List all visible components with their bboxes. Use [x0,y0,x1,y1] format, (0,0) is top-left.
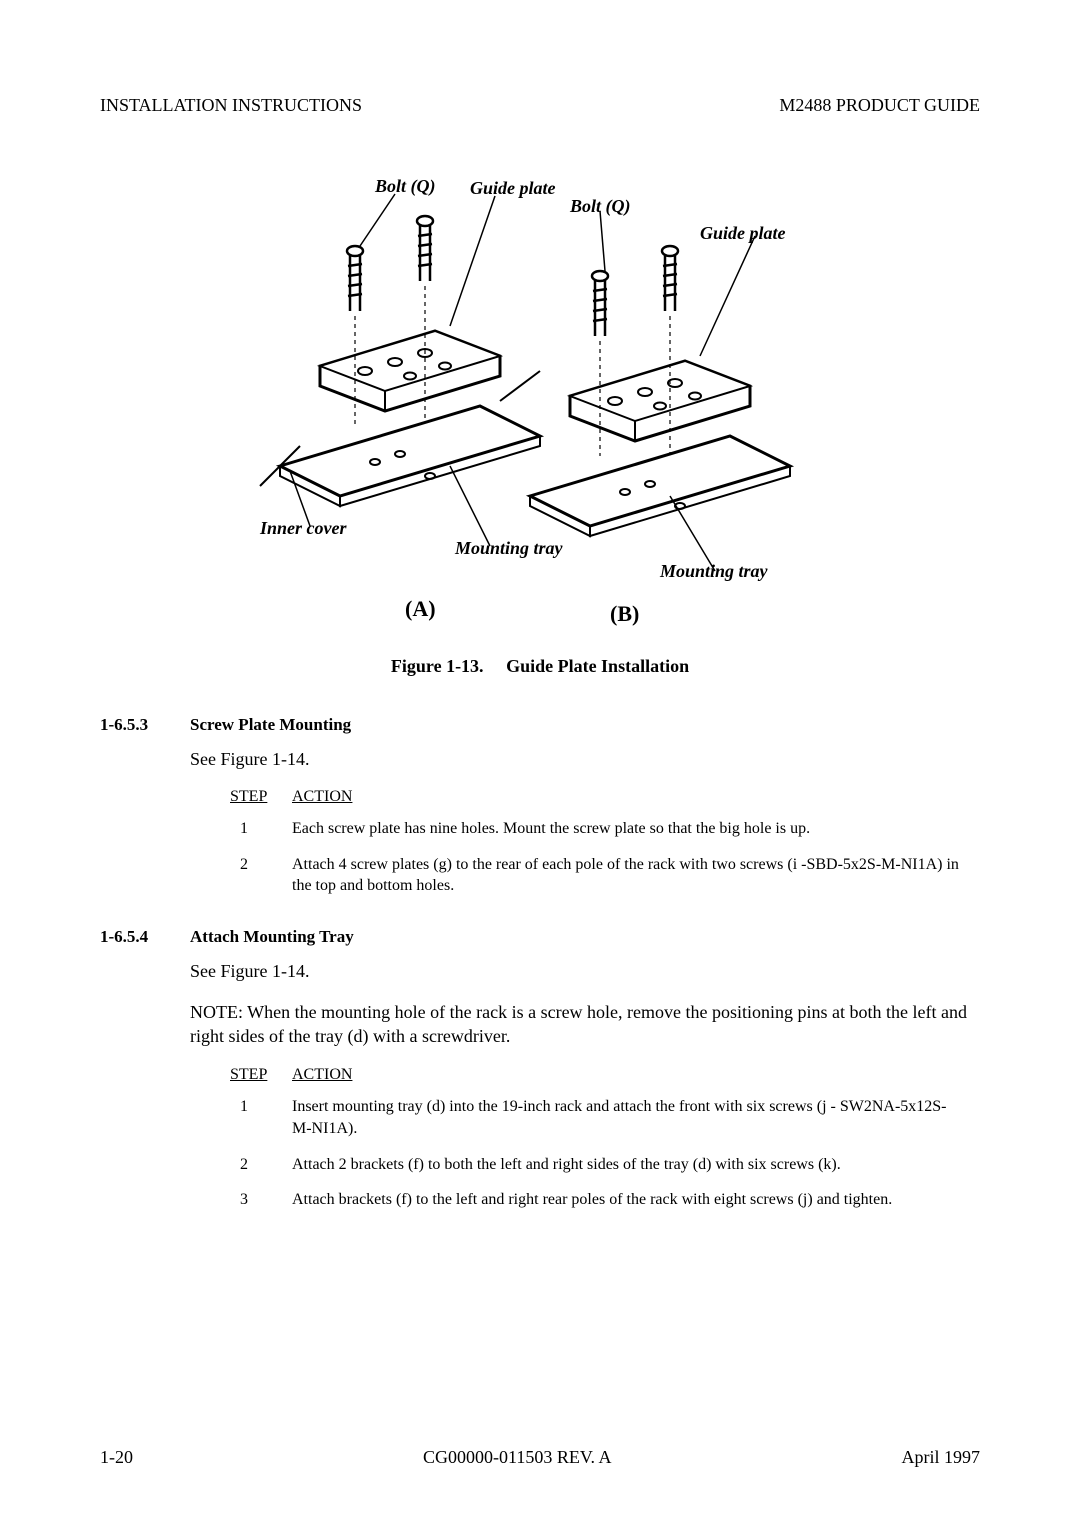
section-num: 1-6.5.4 [100,927,190,947]
footer-center: CG00000-011503 REV. A [423,1447,612,1468]
steps-table-2: STEP ACTION 1 Insert mounting tray (d) i… [230,1066,980,1210]
step-number: 2 [230,1154,292,1176]
footer-left: 1-20 [100,1447,133,1468]
section-title: Screw Plate Mounting [190,715,351,735]
step-action: Each screw plate has nine holes. Mount t… [292,818,980,840]
step-action: Attach 4 screw plates (g) to the rear of… [292,854,980,897]
step-row: 1 Each screw plate has nine holes. Mount… [230,818,980,840]
note-text: NOTE: When the mounting hole of the rack… [190,1000,980,1049]
steps-header: STEP ACTION [230,788,980,806]
step-number: 1 [230,818,292,840]
figure-diagram: Bolt (Q) Guide plate Bolt (Q) Guide plat… [200,176,880,626]
label-bolt-q-left: Bolt (Q) [375,176,436,197]
action-header: ACTION [292,788,980,806]
step-row: 2 Attach 2 brackets (f) to both the left… [230,1154,980,1176]
label-bolt-q-right: Bolt (Q) [570,196,631,217]
section-title: Attach Mounting Tray [190,927,354,947]
step-number: 2 [230,854,292,897]
step-header: STEP [230,788,292,806]
label-sub-b: (B) [610,601,639,627]
step-row: 3 Attach brackets (f) to the left and ri… [230,1189,980,1211]
step-action: Insert mounting tray (d) into the 19-inc… [292,1096,980,1139]
step-row: 2 Attach 4 screw plates (g) to the rear … [230,854,980,897]
header-right: M2488 PRODUCT GUIDE [779,95,980,116]
step-number: 1 [230,1096,292,1139]
section-attach-tray: 1-6.5.4 Attach Mounting Tray See Figure … [100,927,980,1211]
step-row: 1 Insert mounting tray (d) into the 19-i… [230,1096,980,1139]
step-header: STEP [230,1066,292,1084]
page-header: INSTALLATION INSTRUCTIONS M2488 PRODUCT … [100,95,980,116]
steps-table-1: STEP ACTION 1 Each screw plate has nine … [230,788,980,897]
step-action: Attach brackets (f) to the left and righ… [292,1189,980,1211]
header-left: INSTALLATION INSTRUCTIONS [100,95,362,116]
label-sub-a: (A) [405,596,436,622]
section-screw-plate: 1-6.5.3 Screw Plate Mounting See Figure … [100,715,980,897]
figure-caption: Figure 1-13. Guide Plate Installation [100,656,980,677]
footer-right: April 1997 [902,1447,981,1468]
see-figure-text: See Figure 1-14. [190,749,980,770]
label-guide-plate-right: Guide plate [700,223,786,244]
steps-header: STEP ACTION [230,1066,980,1084]
label-inner-cover: Inner cover [260,518,347,539]
figure-number: Figure 1-13. [391,656,484,676]
figure-title: Guide Plate Installation [506,656,689,676]
action-header: ACTION [292,1066,980,1084]
step-action: Attach 2 brackets (f) to both the left a… [292,1154,980,1176]
see-figure-text: See Figure 1-14. [190,961,980,982]
label-mounting-tray-right: Mounting tray [660,561,768,582]
page-footer: 1-20 CG00000-011503 REV. A April 1997 [100,1447,980,1468]
section-num: 1-6.5.3 [100,715,190,735]
step-number: 3 [230,1189,292,1211]
label-mounting-tray-left: Mounting tray [455,538,563,559]
label-guide-plate-left: Guide plate [470,178,556,199]
